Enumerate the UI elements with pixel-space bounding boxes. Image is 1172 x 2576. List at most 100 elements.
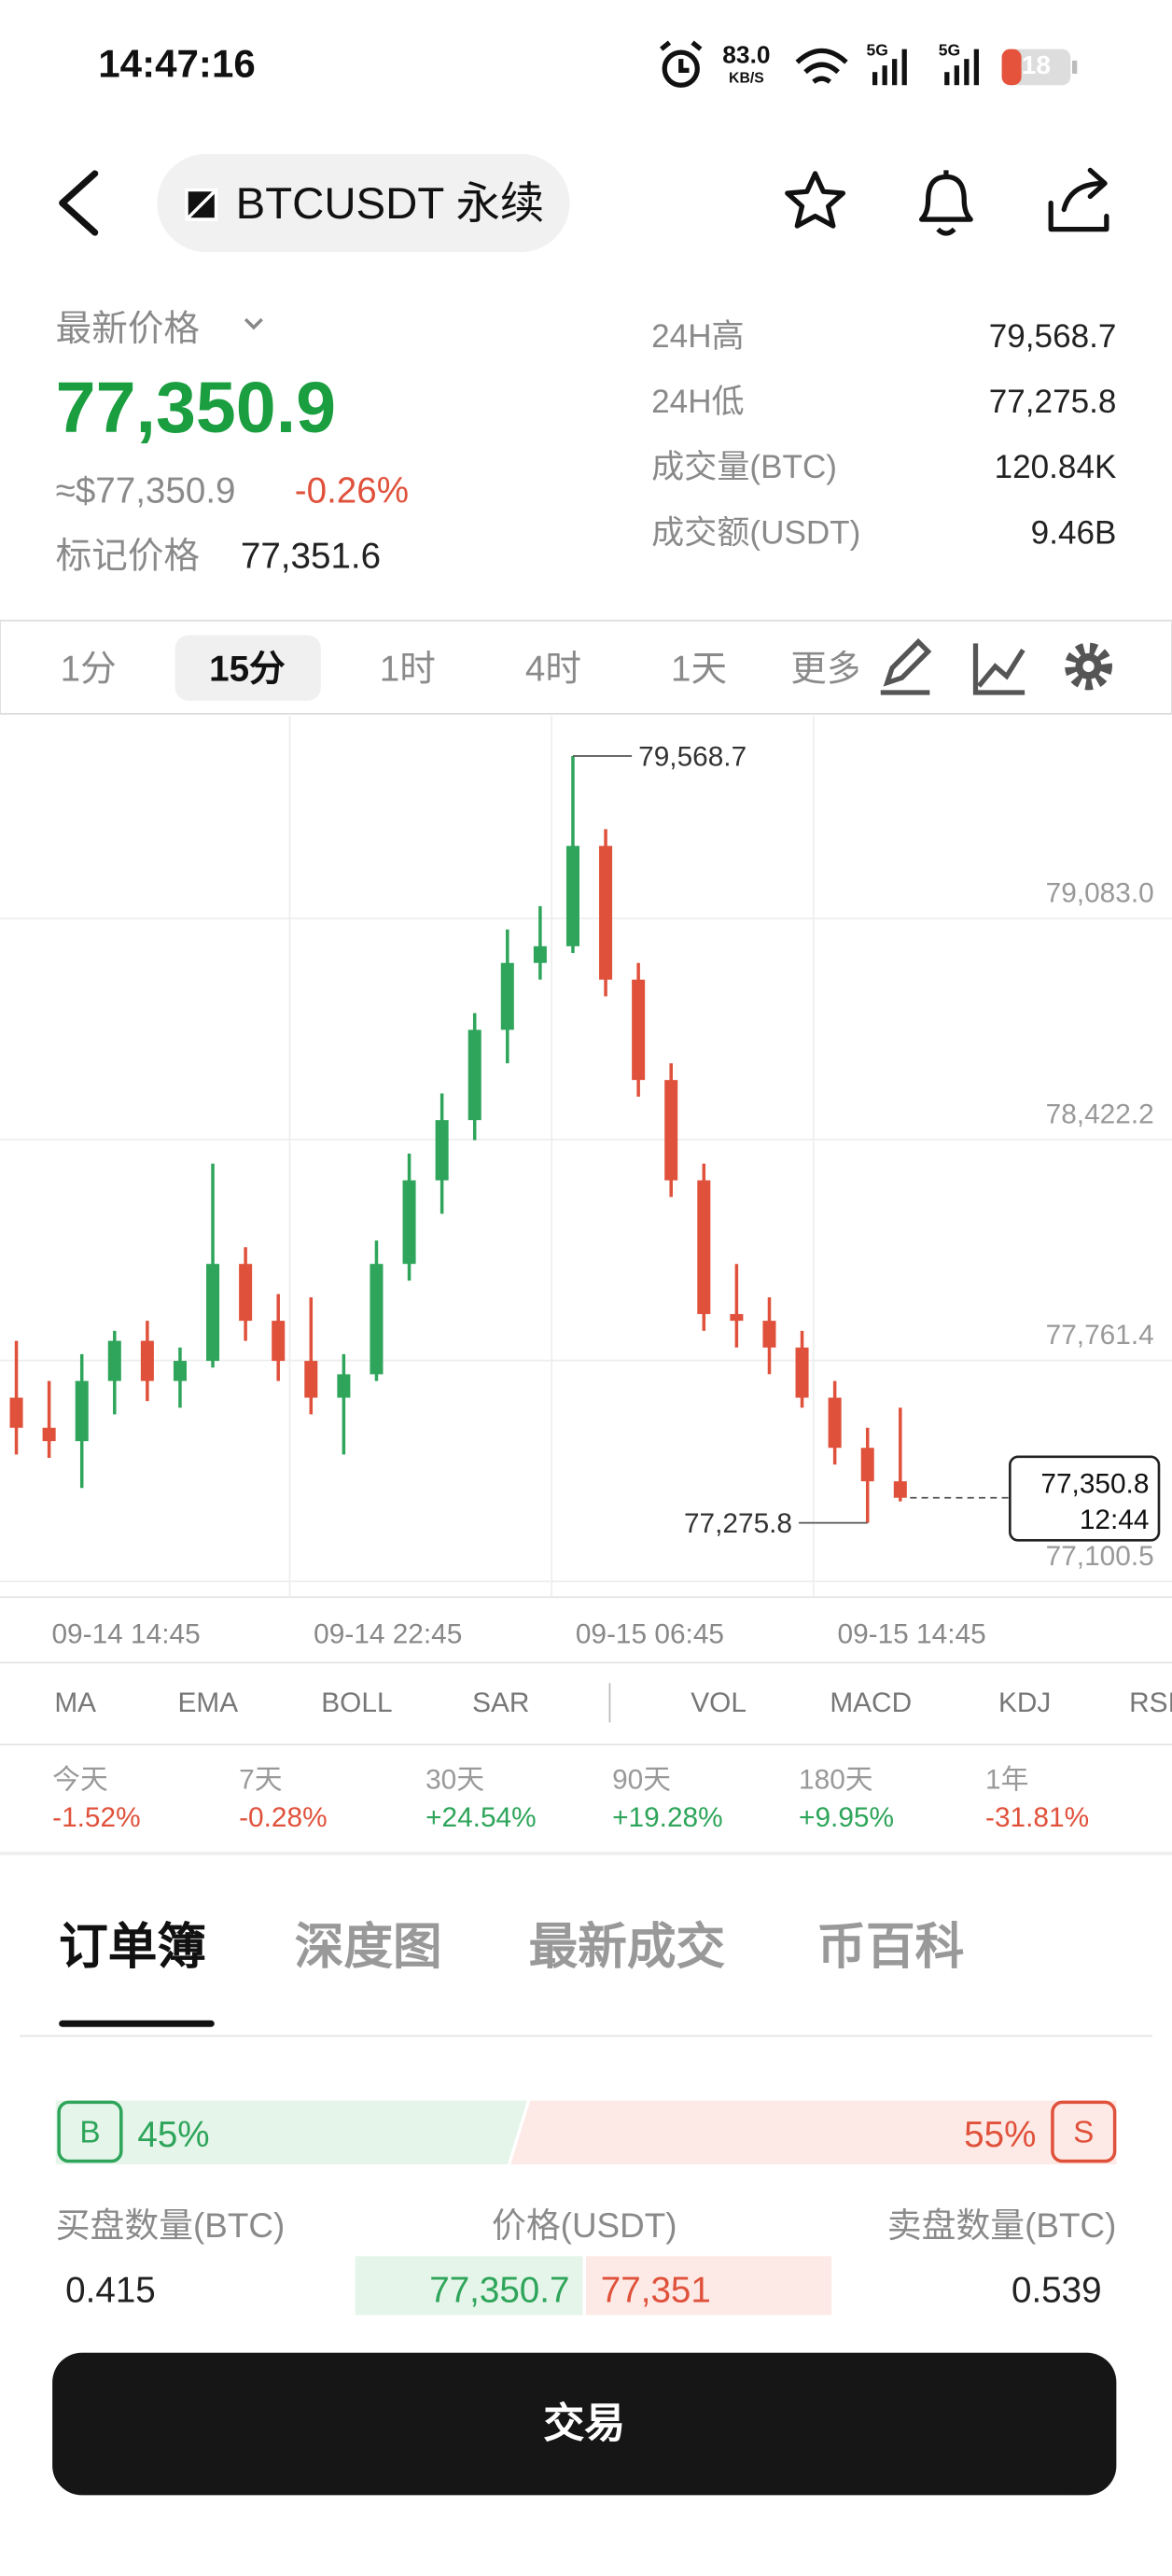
last-price-label: 77,350.8 <box>1040 1468 1149 1499</box>
period-change: -1.52% <box>52 1801 141 1833</box>
timeframe-option[interactable]: 1时 <box>379 648 436 690</box>
timeframe-active-bg <box>174 635 321 701</box>
buy-ratio-area <box>55 2100 527 2165</box>
candle-body <box>860 1448 874 1482</box>
status-time: 14:47:16 <box>98 42 256 87</box>
share-button[interactable] <box>1048 167 1109 232</box>
candle-body <box>107 1340 121 1381</box>
period-label: 30天 <box>426 1764 485 1796</box>
last-price-box <box>1009 1455 1161 1542</box>
chart-tools <box>858 623 1169 713</box>
candlestick-chart: 77,100.5 77,761.4 78,422.2 79,083.0 79,568.7… <box>0 715 1172 1597</box>
tab[interactable]: 深度图 <box>294 1920 442 1975</box>
candle-body <box>337 1374 351 1398</box>
candle-body <box>467 1029 481 1121</box>
price-change: -0.26% <box>294 469 410 511</box>
price-label[interactable]: 最新价格 <box>55 307 201 349</box>
battery-level <box>1001 49 1022 86</box>
indicator-tab[interactable]: RSI <box>1129 1687 1172 1719</box>
candle-body <box>893 1481 907 1498</box>
indicator-tab[interactable]: BOLL <box>321 1687 393 1719</box>
candle-body <box>599 846 613 980</box>
bid-price: 77,350.7 <box>429 2269 570 2311</box>
indicator-tab[interactable]: MA <box>54 1687 97 1719</box>
symbol-pill[interactable] <box>157 153 570 253</box>
tab[interactable]: 订单簿 <box>59 1920 207 1975</box>
timeframe-option[interactable]: 1天 <box>671 648 728 690</box>
candle-body <box>304 1361 318 1398</box>
column-header: 卖盘数量(BTC) <box>886 2207 1117 2246</box>
sell-badge-label: S <box>1073 2116 1095 2151</box>
indicator-tab[interactable]: KDJ <box>998 1687 1052 1719</box>
alert-button[interactable] <box>918 170 973 236</box>
candle-body <box>272 1321 286 1362</box>
indicator-tool[interactable] <box>972 643 1026 695</box>
column-header: 价格(USDT) <box>492 2207 677 2246</box>
divider <box>0 1743 1172 1745</box>
period-label: 180天 <box>799 1764 873 1796</box>
timeframe-option[interactable]: 4时 <box>524 648 581 690</box>
y-tick-label: 77,100.5 <box>1046 1541 1154 1572</box>
candle-body <box>75 1380 89 1442</box>
bid-bg <box>355 2256 583 2316</box>
tab[interactable]: 币百科 <box>816 1920 965 1975</box>
trade-button[interactable] <box>52 2352 1117 2496</box>
period-change: +9.95% <box>799 1801 895 1833</box>
candle-body <box>9 1397 23 1428</box>
settings-hole <box>1082 660 1095 673</box>
indicator-tab[interactable]: EMA <box>177 1687 239 1719</box>
candle-body <box>140 1340 154 1381</box>
symbol-icon <box>185 188 218 221</box>
stat-label: 成交额(USDT) <box>651 515 861 553</box>
mark-price: 77,351.6 <box>240 535 382 577</box>
stat-label: 24H低 <box>651 385 745 421</box>
candle-body <box>828 1397 842 1449</box>
candle-body <box>402 1180 416 1265</box>
candle-body <box>762 1321 776 1348</box>
period-label: 今天 <box>52 1764 108 1796</box>
divider <box>0 1661 1172 1664</box>
battery-level: 18 <box>1021 52 1052 80</box>
timeframe-option[interactable]: 1分 <box>60 648 117 690</box>
ratio-bar <box>55 2100 1117 2165</box>
high-label: 79,568.7 <box>638 742 746 773</box>
back-button[interactable] <box>59 170 99 236</box>
countdown: 12:44 <box>1080 1505 1150 1535</box>
draw-tool[interactable] <box>880 637 932 695</box>
candle-body <box>239 1264 253 1322</box>
dropdown-caret <box>244 317 263 330</box>
settings-tool[interactable] <box>1065 642 1112 691</box>
mark-label: 标记价格 <box>55 535 201 577</box>
indicator-tab[interactable]: VOL <box>691 1687 746 1719</box>
candle-body <box>533 945 547 963</box>
buy-ratio: 45% <box>137 2113 210 2155</box>
indicator-tab[interactable]: SAR <box>472 1687 530 1719</box>
x-tick-label: 09-15 06:45 <box>575 1618 725 1650</box>
x-tick-label: 09-14 14:45 <box>51 1618 201 1650</box>
ask-price: 77,351 <box>600 2269 711 2311</box>
candle-body <box>435 1120 449 1181</box>
indicator-tab[interactable]: MACD <box>830 1687 913 1719</box>
stat-value: 120.84K <box>994 450 1117 486</box>
timeframe-option[interactable]: 更多 <box>790 648 863 690</box>
timeframe-option[interactable]: 15分 <box>209 648 286 690</box>
candle-body <box>697 1180 711 1314</box>
stat-label: 成交量(BTC) <box>651 450 837 486</box>
last-price: 77,350.9 <box>55 368 337 449</box>
separator <box>608 1683 611 1723</box>
sell-ratio-area <box>510 2100 1117 2165</box>
battery-tip <box>1072 60 1078 74</box>
period-label: 7天 <box>239 1764 283 1796</box>
candle-body <box>206 1264 220 1362</box>
period-change: -31.81% <box>985 1801 1090 1833</box>
tab[interactable]: 最新成交 <box>528 1920 726 1975</box>
y-tick-label: 79,083.0 <box>1046 878 1154 909</box>
symbol[interactable]: BTCUSDT 永续 <box>235 179 545 229</box>
candle-body <box>795 1347 809 1398</box>
favorite-button[interactable] <box>785 171 846 229</box>
stat-value: 79,568.7 <box>988 319 1117 356</box>
trade-button-label[interactable]: 交易 <box>543 2401 626 2447</box>
bid-qty: 0.415 <box>65 2269 156 2311</box>
tab-underline <box>59 2020 215 2027</box>
